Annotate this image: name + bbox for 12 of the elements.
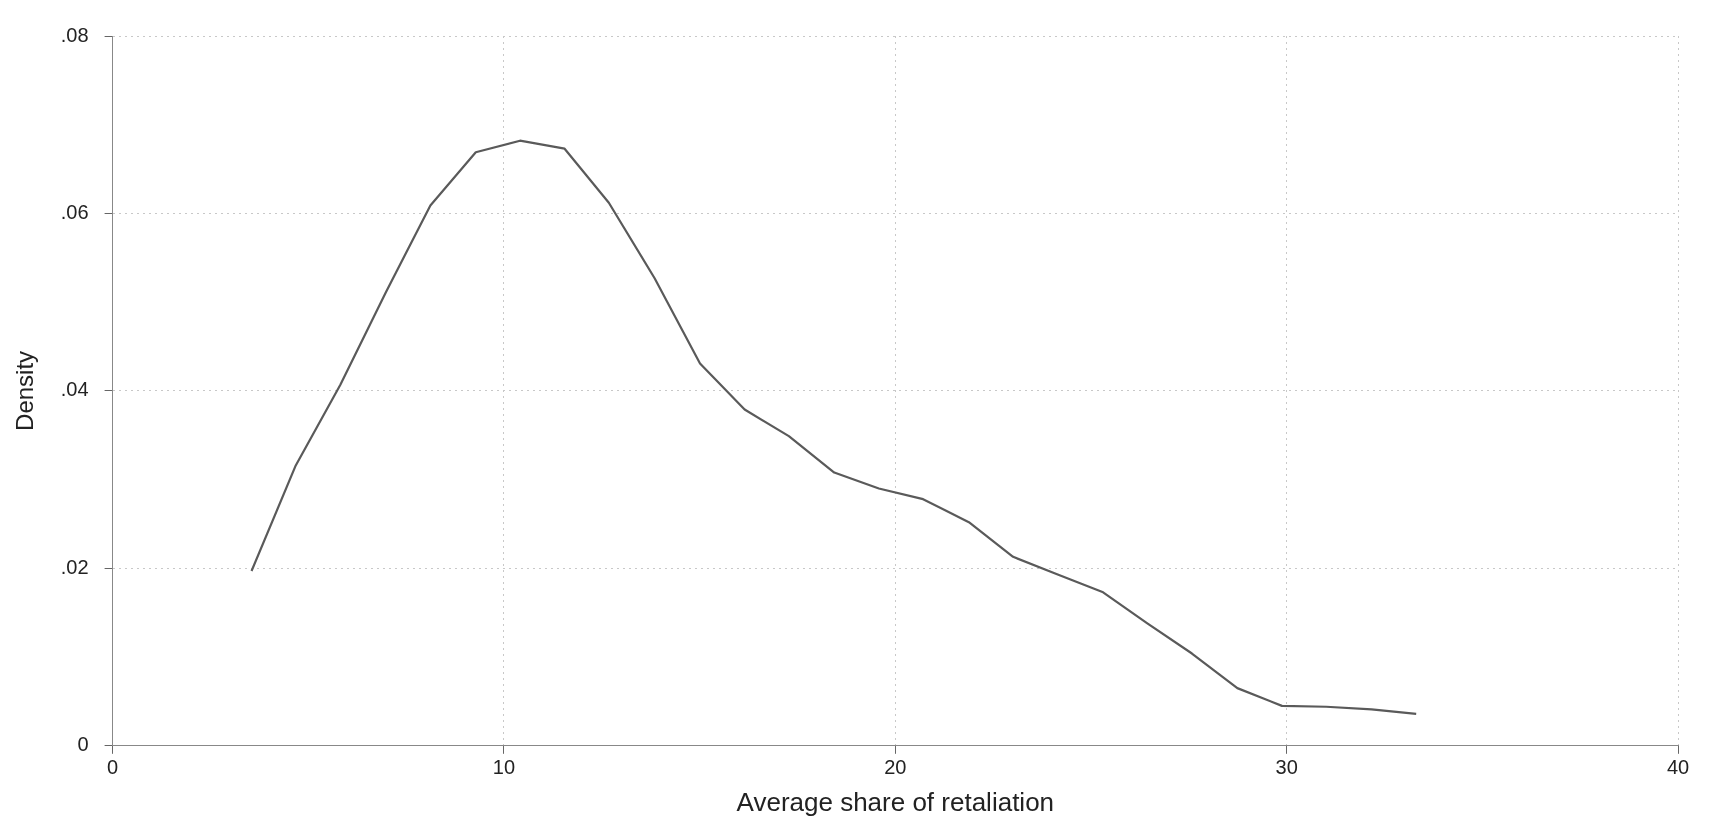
x-axis-title: Average share of retaliation [736,786,1055,817]
y-tick-label: 0 [77,733,89,756]
x-tick-label: 10 [492,756,516,779]
x-tick-label: 30 [1275,756,1298,779]
y-tick-label: .06 [60,200,89,223]
y-tick-label: .08 [60,23,89,46]
x-tick-label: 0 [107,756,119,779]
x-tick-label: 40 [1666,756,1690,779]
y-tick-label: .04 [60,378,89,401]
x-tick-label: 20 [884,756,907,779]
y-axis-title: Density [11,350,39,431]
y-tick-label: .02 [60,555,89,578]
